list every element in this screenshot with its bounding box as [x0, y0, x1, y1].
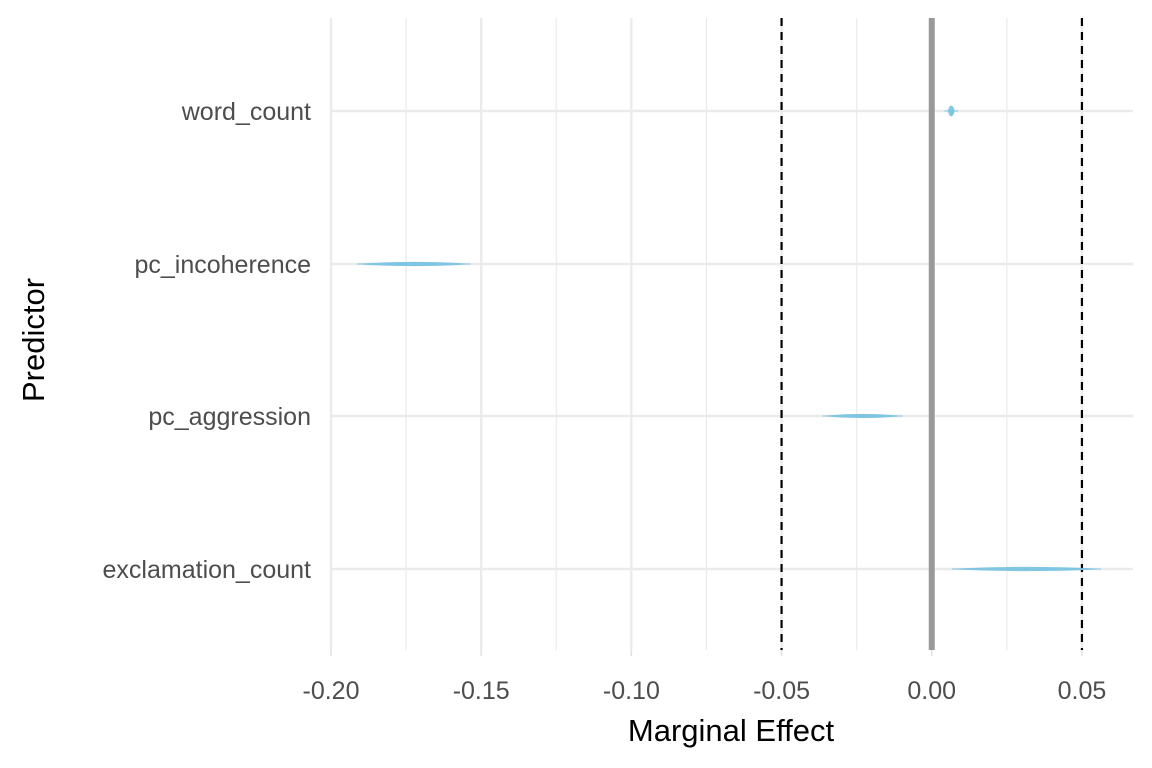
- effect-point-word_count: [949, 109, 953, 113]
- y-tick-labels: word_count pc_incoherence pc_aggressionexc…: [103, 98, 312, 584]
- minor-gridlines: [405, 18, 1008, 650]
- x-tick-label: -0.05: [753, 677, 810, 705]
- x-tick-labels: -0.20 -0.15 -0.10 -0.05 0.00 0.05: [303, 650, 1107, 705]
- effect-point-exclamation_count: [1023, 567, 1027, 571]
- y-tick-label-word_count: word_count: [181, 98, 311, 126]
- x-axis-title: Marginal Effect: [628, 713, 835, 748]
- x-tick-label: 0.00: [907, 677, 956, 705]
- y-tick-label-pc_aggression: pc_aggression: [148, 403, 311, 431]
- y-axis-title: Predictor: [16, 278, 51, 402]
- y-tick-label-exclamation_count: exclamation_count: [103, 556, 312, 584]
- effect-point-pc_incoherence: [413, 262, 417, 266]
- y-tick-label-pc_incoherence: pc_incoherence: [134, 251, 311, 279]
- x-tick-label: 0.05: [1058, 677, 1107, 705]
- effect-point-pc_aggression: [861, 414, 865, 418]
- x-tick-label: -0.10: [603, 677, 660, 705]
- reference-lines: [780, 18, 1084, 650]
- data-marks: [357, 105, 1101, 572]
- x-tick-label: -0.20: [303, 677, 360, 705]
- x-tick-label: -0.15: [453, 677, 510, 705]
